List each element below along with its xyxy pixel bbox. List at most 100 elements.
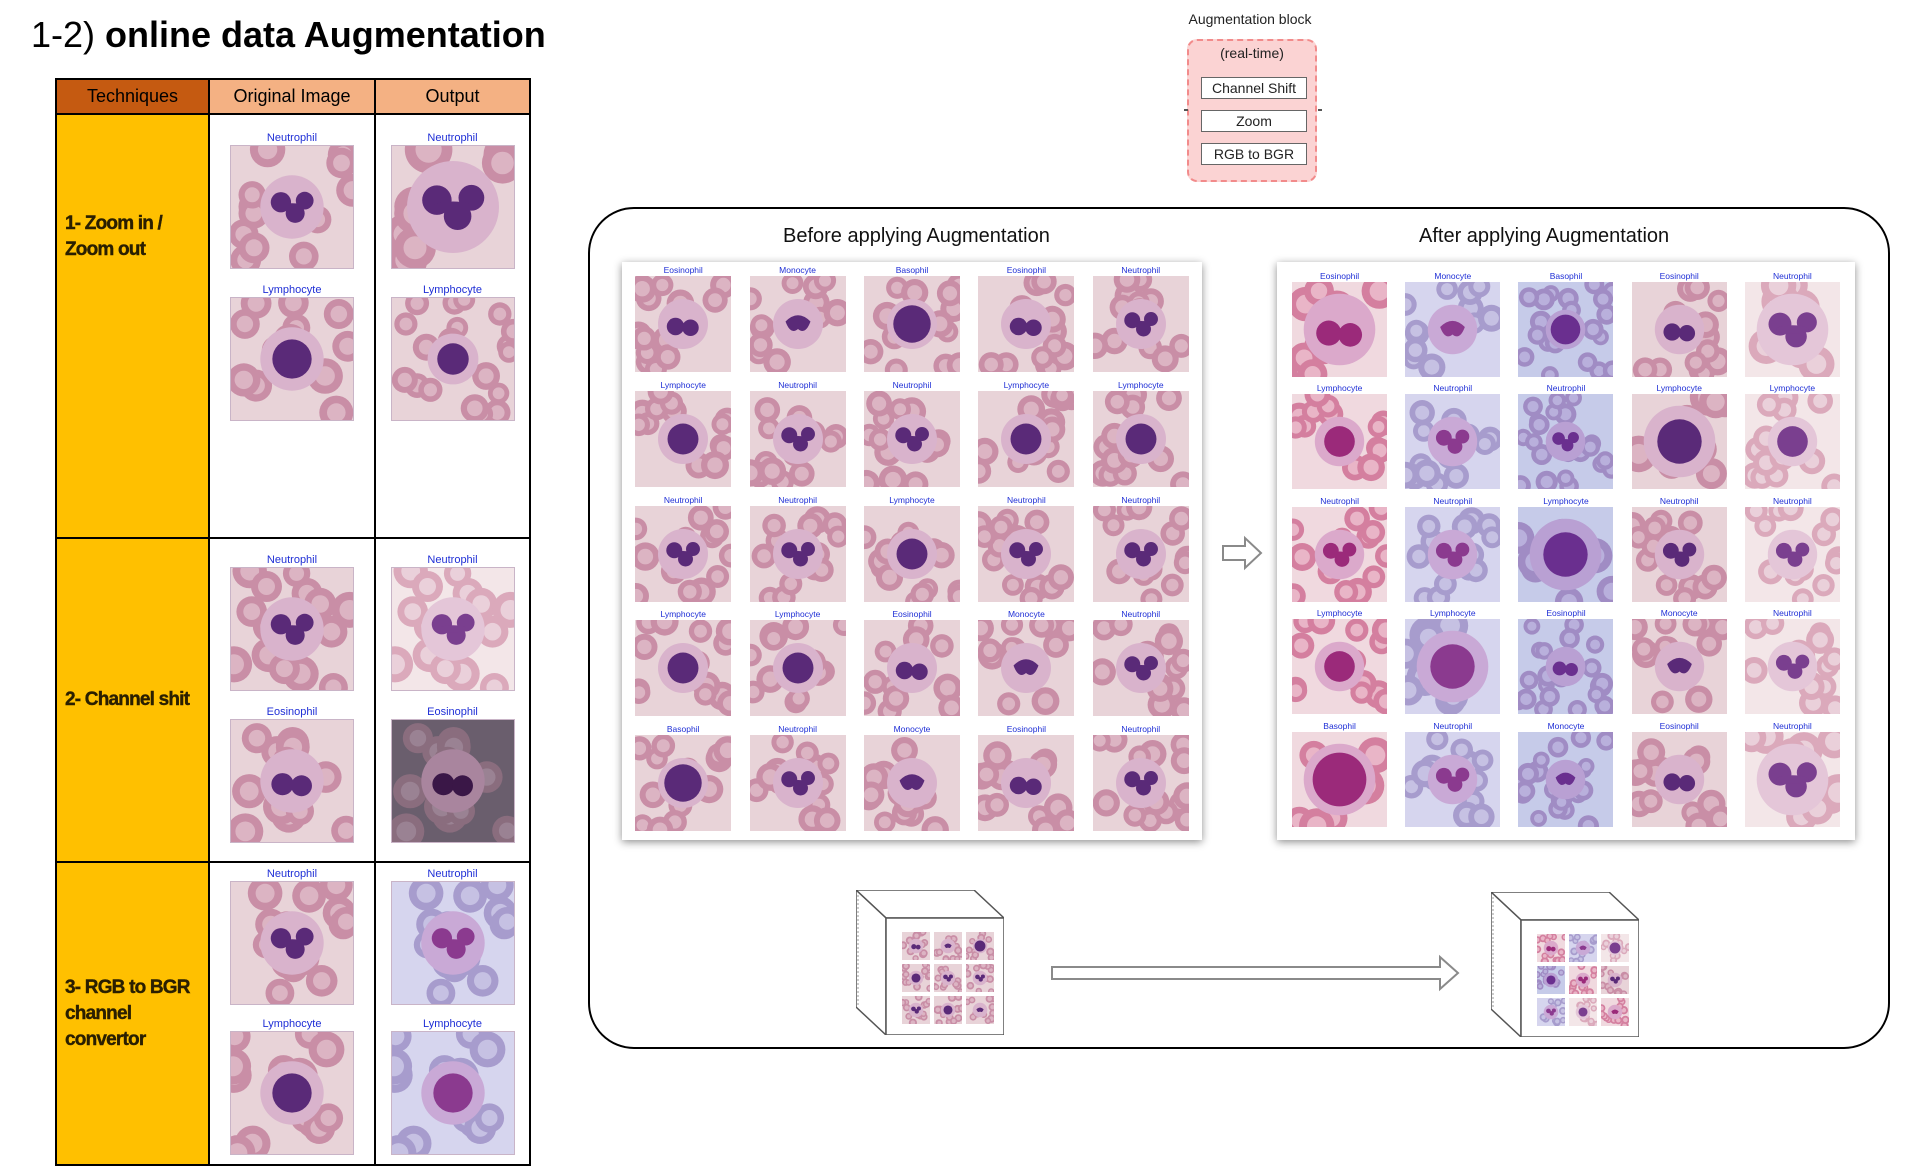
blood-smear-thumbnail [978, 268, 1080, 380]
blood-smear-thumbnail [964, 505, 1075, 610]
grid-cell: Neutrophil [1617, 495, 1736, 610]
grid-cell: Neutrophil [740, 723, 854, 838]
technique-label: Zoom out [65, 239, 146, 260]
blood-smear-thumbnail [1744, 267, 1840, 383]
channel-shift-button[interactable]: Channel Shift [1201, 77, 1307, 99]
grid-cell: Neutrophil [736, 379, 854, 494]
grid-cell-label: Neutrophil [778, 724, 817, 735]
grid-cell-label: Basophil [1549, 271, 1583, 281]
blood-smear-thumbnail [738, 269, 851, 376]
cell-type-label: Neutrophil [427, 554, 478, 566]
cell-type-label: Eosinophil [427, 706, 478, 718]
blood-smear-image [390, 297, 515, 421]
blood-smear-image [230, 567, 354, 691]
blood-smear-thumbnail [623, 493, 744, 609]
grid-cell-label: Neutrophil [1773, 271, 1812, 281]
grid-cell: Neutrophil [1084, 608, 1198, 724]
grid-cell: Basophil [1509, 270, 1624, 384]
output-image-cell: Neutrophil Lymphocyte [374, 113, 531, 539]
blood-smear-thumbnail [1405, 506, 1504, 609]
technique-label: 3- RGB to BGR [65, 976, 191, 998]
technique-label: convertor [65, 1028, 147, 1050]
grid-cell-label: Neutrophil [778, 379, 817, 390]
connector-tick [1184, 109, 1188, 111]
grid-cell-label: Neutrophil [1546, 383, 1586, 394]
blood-smear-image [230, 145, 354, 269]
blood-smear-thumbnail [1390, 607, 1501, 716]
original-image-cell: Neutrophil Eosinophil [208, 537, 376, 863]
blood-smear-thumbnail [968, 611, 1083, 717]
blood-smear-thumbnail [1617, 506, 1727, 610]
blood-smear-thumbnail [852, 613, 965, 724]
blood-smear-thumbnail [857, 272, 973, 382]
grid-cell-label: Eosinophil [1006, 724, 1046, 735]
grid-cell: Eosinophil [1509, 607, 1622, 720]
grid-cell: Eosinophil [1622, 720, 1736, 840]
page-title: 1-2) online data Augmentation [31, 14, 546, 56]
grid-cell-label: Monocyte [1660, 608, 1698, 619]
grid-cell-label: Eosinophil [1659, 720, 1699, 731]
output-image-cell: Neutrophil Lymphocyte [374, 861, 531, 1166]
augmentation-block-title: Augmentation block [1188, 11, 1312, 27]
grid-cell: Eosinophil [968, 723, 1083, 844]
grid-cell: Neutrophil [1391, 382, 1509, 496]
grid-cell: Monocyte [968, 608, 1083, 723]
blood-smear-thumbnail [749, 505, 849, 609]
grid-cell: Lymphocyte [1283, 606, 1401, 719]
grid-cell: Basophil [1283, 720, 1396, 844]
grid-cell: Neutrophil [1280, 495, 1399, 609]
blood-smear-image [390, 1031, 515, 1155]
grid-cell-label: Eosinophil [1659, 271, 1699, 281]
blood-smear-thumbnail [627, 607, 745, 717]
technique-cell: 1- Zoom in / Zoom out [55, 113, 210, 539]
grid-cell-label: Neutrophil [1121, 265, 1161, 275]
grid-cell-label: Basophil [895, 265, 929, 275]
grid-cell: Neutrophil [1736, 494, 1852, 610]
grid-cell-label: Neutrophil [1773, 608, 1812, 619]
grid-cell-label: Lymphocyte [1316, 383, 1363, 394]
original-image-cell: Neutrophil Lymphocyte [208, 113, 376, 539]
grid-cell-label: Neutrophil [892, 379, 932, 390]
grid-cell: Lymphocyte [1283, 381, 1396, 494]
blood-smear-image [390, 567, 515, 691]
image-batch-cube-after [1491, 892, 1639, 1037]
grid-cell: Eosinophil [1623, 270, 1736, 385]
blood-smear-thumbnail [1391, 394, 1503, 496]
blood-smear-thumbnail [624, 271, 737, 381]
grid-cell: Neutrophil [740, 494, 854, 609]
grid-cell-label: Lymphocyte [1316, 608, 1363, 619]
grid-cell: Monocyte [1509, 720, 1622, 836]
grid-cell: Lymphocyte [738, 608, 855, 723]
blood-smear-image [390, 719, 515, 843]
blood-smear-thumbnail [852, 505, 972, 612]
blood-smear-thumbnail [1284, 381, 1396, 490]
grid-cell-label: Neutrophil [778, 494, 817, 505]
blood-smear-thumbnail [1741, 384, 1847, 500]
original-image-cell: Neutrophil Lymphocyte [208, 861, 376, 1166]
grid-cell: Lymphocyte [966, 379, 1085, 494]
blood-smear-thumbnail [1280, 495, 1399, 609]
header-output: Output [374, 78, 531, 115]
grid-cell-label: Neutrophil [1007, 494, 1046, 505]
grid-cell: Eosinophil [852, 608, 969, 724]
blood-smear-image [230, 719, 354, 843]
zoom-button[interactable]: Zoom [1201, 110, 1307, 132]
grid-cell-label: Neutrophil [1659, 495, 1699, 506]
blood-smear-thumbnail [1081, 266, 1194, 373]
grid-cell: Lymphocyte [626, 378, 740, 494]
blood-smear-thumbnail [1511, 727, 1620, 836]
grid-cell-label: Monocyte [1547, 720, 1585, 731]
rgb-to-bgr-button[interactable]: RGB to BGR [1201, 143, 1307, 165]
image-batch-cube-before [856, 890, 1004, 1035]
grid-cell: Monocyte [1394, 270, 1509, 382]
technique-label: channel [65, 1002, 132, 1024]
blood-smear-image [230, 881, 354, 1005]
blood-smear-thumbnail [1631, 274, 1732, 385]
augmentation-block-subtitle: (real-time) [1220, 45, 1284, 61]
grid-cell-label: Neutrophil [1121, 724, 1161, 735]
blood-smear-thumbnail [744, 731, 846, 835]
blood-smear-thumbnail [854, 735, 960, 844]
grid-cell-label: Neutrophil [1433, 383, 1473, 394]
grid-cell: Basophil [855, 264, 973, 382]
grid-cell-label: Neutrophil [1121, 609, 1161, 620]
